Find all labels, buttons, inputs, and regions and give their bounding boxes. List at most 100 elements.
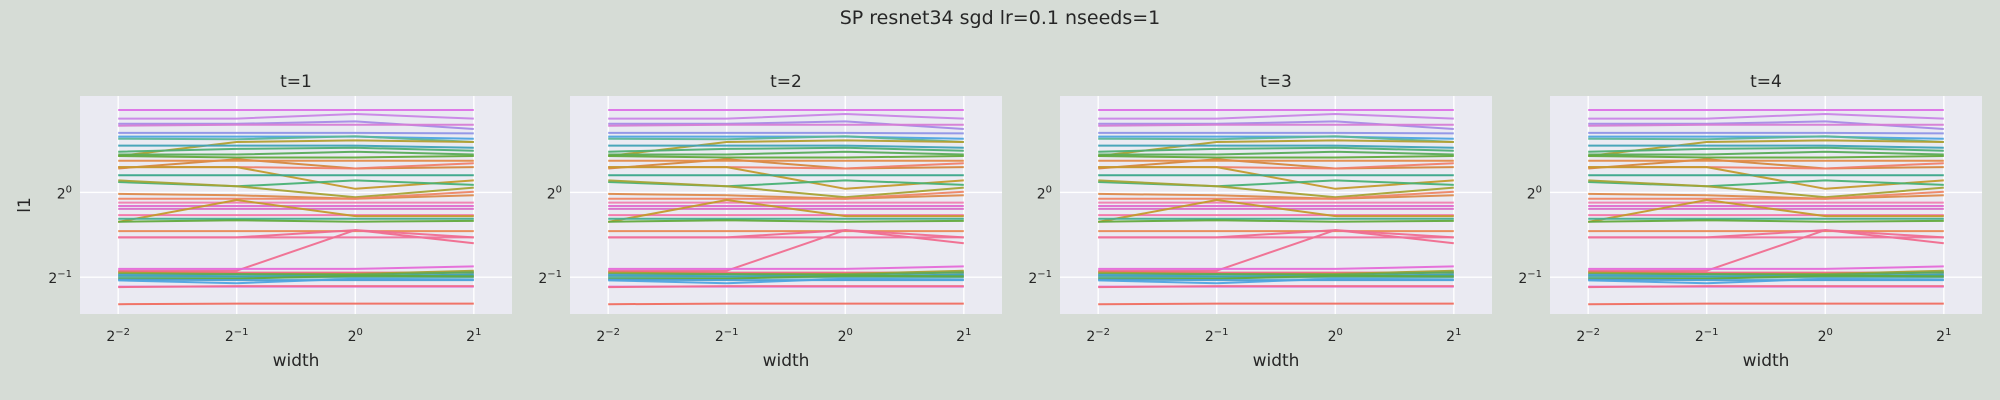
series-line-26	[118, 199, 474, 223]
series-line-10	[1588, 146, 1944, 153]
series-line-12	[1098, 155, 1454, 159]
series-line-44	[1098, 285, 1454, 289]
series-line-7	[1098, 135, 1454, 143]
subplot-3: t=3 2−2 2−1 20 21 20 2−1 width	[1028, 72, 1492, 371]
series-line-9	[1588, 144, 1944, 149]
series-line-5	[118, 131, 474, 135]
series-line-12	[118, 155, 474, 159]
y-tick-label: 20	[547, 184, 562, 202]
series-line-40	[608, 274, 964, 280]
series-line-9	[1098, 144, 1454, 149]
series-line-13	[118, 158, 474, 170]
series-line-19	[608, 179, 964, 199]
series-line-33	[1588, 265, 1944, 270]
series-line-4	[118, 123, 474, 127]
series-line-11	[118, 150, 474, 156]
series-line-5	[608, 131, 964, 135]
series-line-10	[608, 146, 964, 153]
panels: t=1 2−2 2−1 20 21 20 2−1 width l1 t=2 2−2 2−1 20 21 20…	[15, 72, 1982, 371]
series-line-12	[608, 155, 964, 159]
series-line-44	[1588, 285, 1944, 289]
y-tick-label: 2−1	[1518, 269, 1542, 287]
y-axis-label: l1	[15, 197, 35, 213]
x-tick-label: 2−2	[596, 327, 620, 345]
x-tick-label: 20	[348, 327, 363, 345]
figure-title: SP resnet34 sgd lr=0.1 nseeds=1	[840, 7, 1161, 29]
series-line-20	[608, 192, 964, 200]
series-line-6	[1098, 135, 1454, 140]
series-line-7	[608, 135, 964, 143]
x-tick-label: 2−2	[1576, 327, 1600, 345]
series-line-10	[1098, 146, 1454, 153]
series-line-20	[1098, 192, 1454, 200]
series-line-13	[1098, 158, 1454, 170]
series-line-5	[1588, 131, 1944, 135]
x-axis-label: width	[273, 351, 320, 371]
series-line-36	[118, 271, 474, 276]
y-tick-label: 2−1	[1028, 269, 1052, 287]
series-line-33	[608, 265, 964, 270]
series-line-6	[118, 135, 474, 140]
y-tick-label: 2−1	[48, 269, 72, 287]
x-axis-label: width	[763, 351, 810, 371]
series-line-33	[1098, 265, 1454, 270]
series-line-16	[608, 166, 964, 190]
series-line-28	[1098, 219, 1454, 223]
x-tick-label: 21	[1446, 327, 1461, 345]
x-tick-label: 20	[1818, 327, 1833, 345]
series-line-16	[1098, 166, 1454, 190]
series-line-4	[1588, 123, 1944, 127]
series-line-12	[1588, 155, 1944, 159]
series-line-26	[608, 199, 964, 223]
y-tick-label: 20	[1527, 184, 1542, 202]
series-line-26	[1098, 199, 1454, 223]
series-line-20	[1588, 192, 1944, 200]
x-tick-label: 2−1	[1695, 327, 1719, 345]
series-line-9	[118, 144, 474, 149]
subplot-2: t=2 2−2 2−1 20 21 20 2−1 width	[538, 72, 1002, 371]
series-line-4	[1098, 123, 1454, 127]
x-tick-label: 2−1	[225, 327, 249, 345]
series-line-28	[608, 219, 964, 223]
series-line-44	[118, 285, 474, 289]
series-line-45	[118, 302, 474, 306]
series-line-16	[118, 166, 474, 190]
series-line-8	[608, 139, 964, 157]
series-line-21	[1098, 190, 1454, 200]
series-line-28	[118, 219, 474, 223]
series-line-2	[1588, 113, 1944, 120]
series-line-32	[1588, 229, 1944, 272]
series-lines	[608, 109, 964, 306]
series-line-42	[118, 277, 474, 285]
series-line-11	[1588, 150, 1944, 156]
series-line-28	[1588, 219, 1944, 223]
series-line-45	[1098, 302, 1454, 306]
x-tick-label: 21	[956, 327, 971, 345]
series-line-26	[1588, 199, 1944, 223]
x-tick-label: 20	[1328, 327, 1343, 345]
subplot-4: t=4 2−2 2−1 20 21 20 2−1 width	[1518, 72, 1982, 371]
series-line-2	[1098, 113, 1454, 120]
series-line-32	[118, 229, 474, 272]
series-line-10	[118, 146, 474, 153]
x-axis-label: width	[1743, 351, 1790, 371]
x-tick-label: 21	[466, 327, 481, 345]
series-line-40	[1098, 274, 1454, 280]
series-line-42	[1098, 277, 1454, 285]
x-axis-label: width	[1253, 351, 1300, 371]
series-line-40	[1588, 274, 1944, 280]
series-line-45	[1588, 302, 1944, 306]
series-line-9	[608, 144, 964, 149]
series-line-2	[608, 113, 964, 120]
x-tick-label: 20	[838, 327, 853, 345]
series-line-13	[1588, 158, 1944, 170]
series-line-20	[118, 192, 474, 200]
series-line-5	[1098, 131, 1454, 135]
series-line-19	[1098, 179, 1454, 199]
series-line-45	[608, 302, 964, 306]
series-line-36	[608, 271, 964, 276]
x-tick-label: 2−1	[715, 327, 739, 345]
series-line-16	[1588, 166, 1944, 190]
series-line-40	[118, 274, 474, 280]
